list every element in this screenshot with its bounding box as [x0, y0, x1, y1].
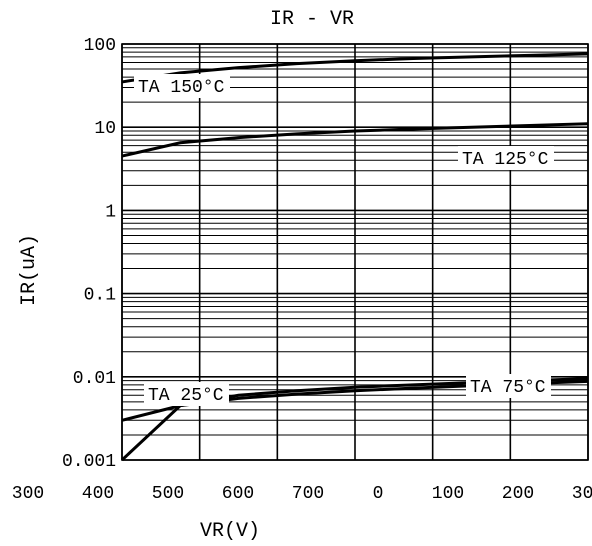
y-tick-label: 0.01 — [73, 369, 116, 389]
x-tick-label: 400 — [82, 484, 114, 504]
curve-annotation: TA 125°C — [462, 150, 549, 170]
x-axis-title: VR(V) — [200, 520, 260, 543]
curve-annotation: TA 75°C — [470, 378, 546, 398]
y-tick-label: 1 — [105, 202, 116, 222]
plot-grid — [121, 43, 589, 461]
chart-title: IR - VR — [270, 8, 354, 31]
x-tick-label: 300 — [12, 484, 44, 504]
x-tick-label: 200 — [502, 484, 534, 504]
annotation-bg — [466, 374, 551, 398]
annotation-bg — [144, 382, 229, 406]
annotations: TA 150°C TA 125°C TA 25°C TA 75°C — [134, 74, 554, 406]
annotation-bg — [458, 146, 554, 170]
x-tick-label: 700 — [292, 484, 324, 504]
y-tick-label: 100 — [84, 36, 116, 56]
tick-labels: 100 10 1 0.1 0.01 0.001 300 400 500 600 700 0 100 200… — [12, 36, 592, 504]
curve-annotation: TA 25°C — [148, 386, 224, 406]
y-tick-label: 0.001 — [62, 452, 116, 472]
y-tick-label: 0.1 — [84, 286, 116, 306]
curve-annotation: TA 150°C — [138, 78, 225, 98]
x-tick-label: 500 — [152, 484, 184, 504]
x-tick-label: 600 — [222, 484, 254, 504]
x-tick-label: 0 — [373, 484, 384, 504]
x-tick-label: 100 — [432, 484, 464, 504]
y-axis-title: IR(uA) — [18, 234, 41, 306]
y-tick-label: 10 — [94, 119, 116, 139]
plot-frame — [121, 43, 589, 461]
annotation-bg — [134, 74, 230, 98]
x-tick-label: 300 — [572, 484, 592, 504]
